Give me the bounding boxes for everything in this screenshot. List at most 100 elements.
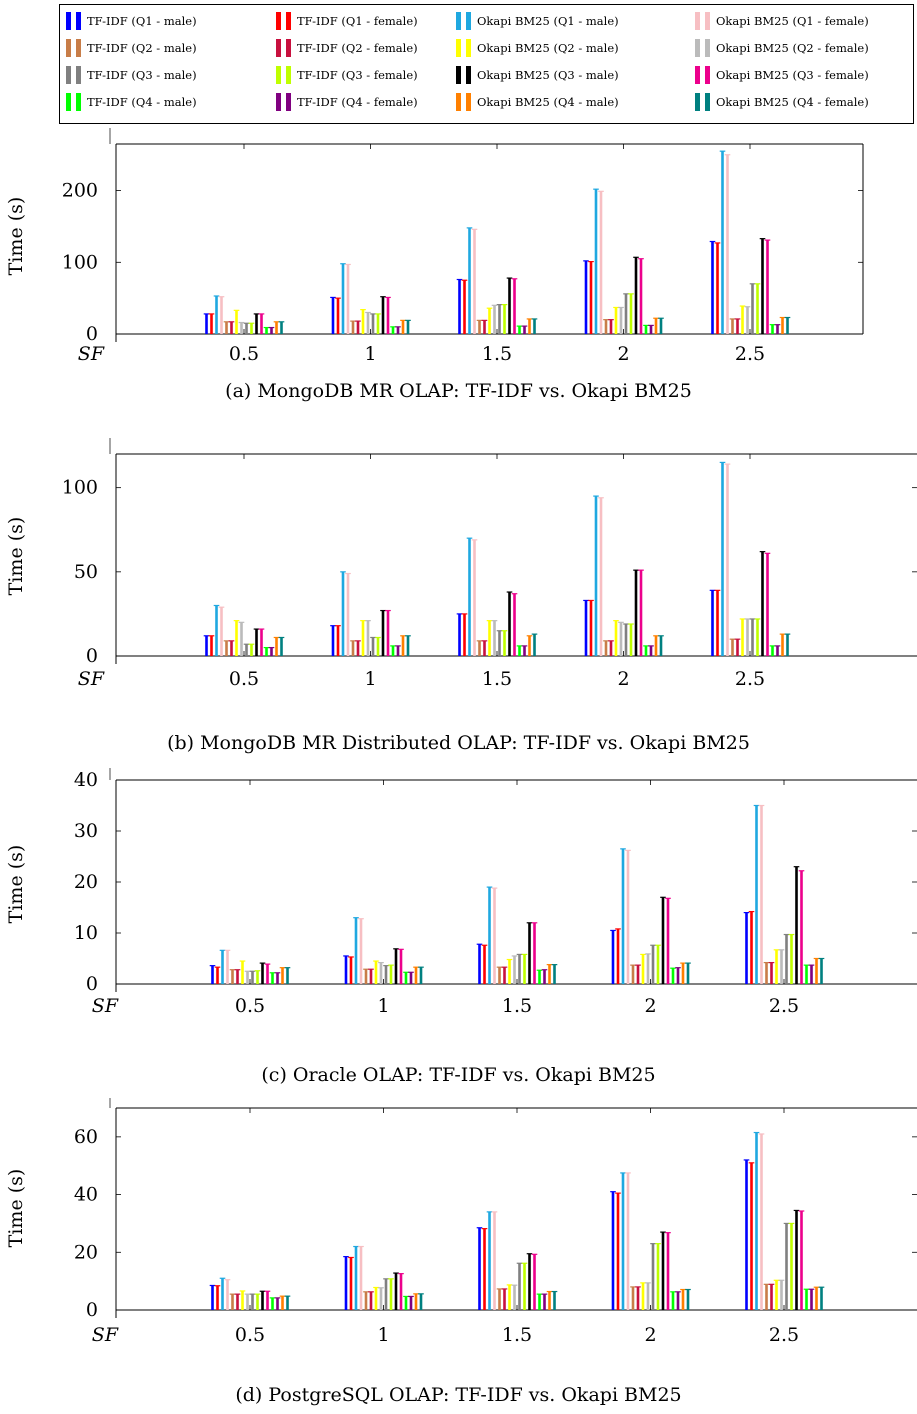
legend-swatch xyxy=(456,12,472,30)
bar xyxy=(245,323,248,334)
bar xyxy=(374,961,378,984)
bar xyxy=(614,620,618,656)
x-tick-label: 1.5 xyxy=(502,995,532,1017)
bar xyxy=(211,965,214,984)
bar xyxy=(215,605,218,656)
bar xyxy=(659,635,663,656)
y-tick-label: 0 xyxy=(86,645,98,667)
bar xyxy=(523,645,526,656)
bar xyxy=(681,1289,685,1310)
bar xyxy=(609,640,613,656)
bar xyxy=(256,1294,259,1310)
legend-item: Okapi BM25 (Q3 - male) xyxy=(456,65,619,85)
bar xyxy=(498,630,501,656)
bar xyxy=(220,607,223,656)
bar xyxy=(341,263,345,334)
bar xyxy=(636,965,640,984)
bar xyxy=(241,1290,244,1310)
bar xyxy=(523,1263,526,1310)
bar xyxy=(235,310,238,334)
bar xyxy=(820,1287,823,1310)
bar xyxy=(543,969,546,984)
bar xyxy=(646,1282,650,1310)
bar xyxy=(354,917,358,984)
bar xyxy=(409,972,413,984)
bar xyxy=(261,1291,264,1310)
x-tick-label: 0.5 xyxy=(229,668,259,690)
bar xyxy=(483,320,486,334)
bar xyxy=(265,327,268,334)
bar xyxy=(726,464,729,656)
bar xyxy=(394,1273,398,1310)
bar xyxy=(513,955,516,984)
bar xyxy=(419,967,423,984)
bar xyxy=(406,320,410,334)
caption-mongodb-mr: (a) MongoDB MR OLAP: TF-IDF vs. Okapi BM… xyxy=(225,380,692,402)
bar xyxy=(364,969,368,984)
bar xyxy=(518,1263,521,1310)
legend-swatch xyxy=(66,12,82,30)
bar xyxy=(786,317,789,334)
bar xyxy=(661,1232,665,1310)
bar xyxy=(419,1293,423,1310)
bar xyxy=(205,313,208,334)
bar xyxy=(381,610,385,656)
bar xyxy=(346,264,350,334)
bar xyxy=(528,635,531,656)
bar xyxy=(629,293,633,334)
bar xyxy=(656,945,660,984)
x-tick-label: 1 xyxy=(364,668,376,690)
bar xyxy=(805,965,808,984)
legend-item: TF-IDF (Q4 - male) xyxy=(66,92,197,112)
bar xyxy=(483,640,486,656)
legend-swatch xyxy=(66,93,82,111)
bar xyxy=(671,1291,675,1310)
bar xyxy=(766,553,769,656)
bar xyxy=(240,322,243,334)
bar xyxy=(686,963,690,984)
bar xyxy=(776,324,779,334)
bar xyxy=(666,898,670,984)
bar xyxy=(533,634,536,656)
bar xyxy=(646,953,650,984)
bar xyxy=(478,320,481,334)
bar xyxy=(389,1278,393,1310)
legend-label: TF-IDF (Q4 - female) xyxy=(297,95,418,109)
bar xyxy=(221,1278,224,1310)
caption-mongodb-mr-distributed: (b) MongoDB MR Distributed OLAP: TF-IDF … xyxy=(167,732,750,754)
bar xyxy=(731,318,734,334)
bar xyxy=(344,955,348,984)
chart-oracle: 0 10 20 30 40 Time (s) SF 0.5 1 1.5 2 2.5 xyxy=(0,768,917,1038)
legend-item: TF-IDF (Q3 - male) xyxy=(66,65,197,85)
bar xyxy=(359,1246,363,1310)
bar xyxy=(270,327,273,334)
bar xyxy=(594,496,598,656)
bar xyxy=(246,1294,249,1310)
bar xyxy=(745,1159,748,1310)
bar xyxy=(676,1291,680,1310)
bar xyxy=(626,850,630,984)
bar xyxy=(599,497,603,656)
bar xyxy=(614,307,618,334)
bar xyxy=(518,645,521,656)
chart-svg-mongodb-mr: 0 100 200 Time (s) SF 0.5 1 1.5 2 2.5 xyxy=(5,128,864,365)
legend-item: TF-IDF (Q2 - male) xyxy=(66,38,197,58)
legend-label: Okapi BM25 (Q2 - male) xyxy=(477,41,619,55)
bar xyxy=(458,279,461,334)
bar xyxy=(548,1291,551,1310)
bar xyxy=(231,969,234,984)
bar xyxy=(351,321,355,334)
bar xyxy=(775,949,778,984)
bar xyxy=(651,1243,655,1310)
legend-item: Okapi BM25 (Q2 - male) xyxy=(456,38,619,58)
bar xyxy=(226,950,229,984)
bar xyxy=(399,949,403,984)
bar xyxy=(250,323,253,334)
bar xyxy=(770,962,773,984)
bar xyxy=(225,321,228,334)
bar xyxy=(639,570,643,656)
legend-item: TF-IDF (Q1 - female) xyxy=(276,11,418,31)
legend-label: Okapi BM25 (Q1 - male) xyxy=(477,14,619,28)
bar xyxy=(493,305,496,334)
bar xyxy=(765,1284,768,1310)
